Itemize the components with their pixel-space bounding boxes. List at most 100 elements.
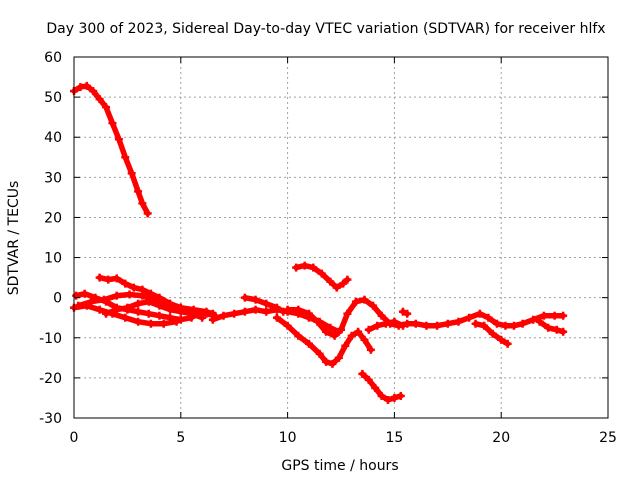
data-point <box>358 369 367 378</box>
x-tick-label: 15 <box>385 430 403 446</box>
y-tick-label: 0 <box>53 291 62 307</box>
data-point <box>112 291 121 300</box>
data-point <box>381 319 390 328</box>
data-point <box>240 307 249 316</box>
data-point <box>121 153 130 162</box>
data-point <box>202 307 211 316</box>
data-point <box>484 313 493 322</box>
data-point <box>112 274 121 283</box>
data-point <box>552 325 561 334</box>
data-point <box>510 321 519 330</box>
data-point <box>475 309 484 318</box>
x-tick-label: 10 <box>279 430 297 446</box>
data-point <box>127 169 136 178</box>
data-point <box>422 321 431 330</box>
plot-frame <box>73 56 609 419</box>
data-point <box>272 303 281 312</box>
data-point <box>102 309 111 318</box>
data-point <box>155 311 164 320</box>
data-point <box>322 327 331 336</box>
data-point <box>544 323 553 332</box>
data-point <box>339 279 348 288</box>
data-point <box>304 339 313 348</box>
data-point <box>144 297 153 306</box>
data-point <box>300 261 309 270</box>
data-point <box>159 319 168 328</box>
y-tick-label: 20 <box>44 210 62 226</box>
y-tick-label: 10 <box>44 251 62 267</box>
data-point <box>383 395 392 404</box>
data-point <box>559 327 568 336</box>
data-point <box>341 341 350 350</box>
data-point <box>89 87 98 96</box>
data-point <box>518 319 527 328</box>
data-point <box>343 275 352 284</box>
data-point <box>364 375 373 384</box>
data-point <box>443 319 452 328</box>
data-point <box>354 327 363 336</box>
data-point <box>559 311 568 320</box>
data-point <box>398 321 407 330</box>
data-point <box>95 305 104 314</box>
data-point <box>283 321 292 330</box>
data-point <box>309 263 318 272</box>
y-axis-title: SDTVAR / TECUs <box>6 181 22 296</box>
data-point <box>326 277 335 286</box>
data-point <box>134 299 143 308</box>
data-point <box>187 309 196 318</box>
data-point <box>144 309 153 318</box>
data-point <box>492 319 501 328</box>
data-point <box>129 283 138 292</box>
data-point <box>166 305 175 314</box>
data-point <box>471 319 480 328</box>
data-point <box>529 315 538 324</box>
data-point <box>155 301 164 310</box>
data-point <box>262 307 271 316</box>
data-point <box>172 317 181 326</box>
data-point <box>138 285 147 294</box>
x-tick-label: 20 <box>492 430 510 446</box>
data-point <box>102 103 111 112</box>
data-point <box>373 321 382 330</box>
data-point <box>176 307 185 316</box>
data-point <box>390 393 399 402</box>
data-point <box>121 313 130 322</box>
data-point <box>326 323 335 332</box>
data-point <box>480 321 489 330</box>
data-point <box>550 311 559 320</box>
data-point <box>283 305 292 314</box>
data-point <box>332 283 341 292</box>
data-point <box>371 383 380 392</box>
data-point <box>330 331 339 340</box>
data-point <box>390 317 399 326</box>
data-point <box>403 309 412 318</box>
chart-title: Day 300 of 2023, Sidereal Day-to-day VTE… <box>46 21 605 37</box>
data-point <box>123 303 132 312</box>
data-point <box>134 307 143 316</box>
data-point <box>198 313 207 322</box>
data-point <box>396 391 405 400</box>
data-point <box>251 305 260 314</box>
data-point <box>503 339 512 348</box>
y-tick-label: 50 <box>44 90 62 106</box>
data-point <box>138 199 147 208</box>
data-point <box>262 299 271 308</box>
data-point <box>125 290 134 299</box>
data-point <box>114 135 123 144</box>
data-point <box>82 81 91 90</box>
data-point <box>72 291 81 300</box>
data-point <box>539 311 548 320</box>
data-point <box>155 293 164 302</box>
y-tick-label: -30 <box>39 411 62 427</box>
x-tick-label: 0 <box>70 430 79 446</box>
axis-ticks: 0 5 10 15 20 25 -30 -20 -10 0 10 20 30 40 50 60 <box>39 50 617 446</box>
data-point <box>108 119 117 128</box>
y-tick-label: 30 <box>44 170 62 186</box>
data-point <box>121 279 130 288</box>
y-tick-label: 40 <box>44 130 62 146</box>
data-point <box>377 391 386 400</box>
data-point <box>294 331 303 340</box>
data-point <box>112 305 121 314</box>
